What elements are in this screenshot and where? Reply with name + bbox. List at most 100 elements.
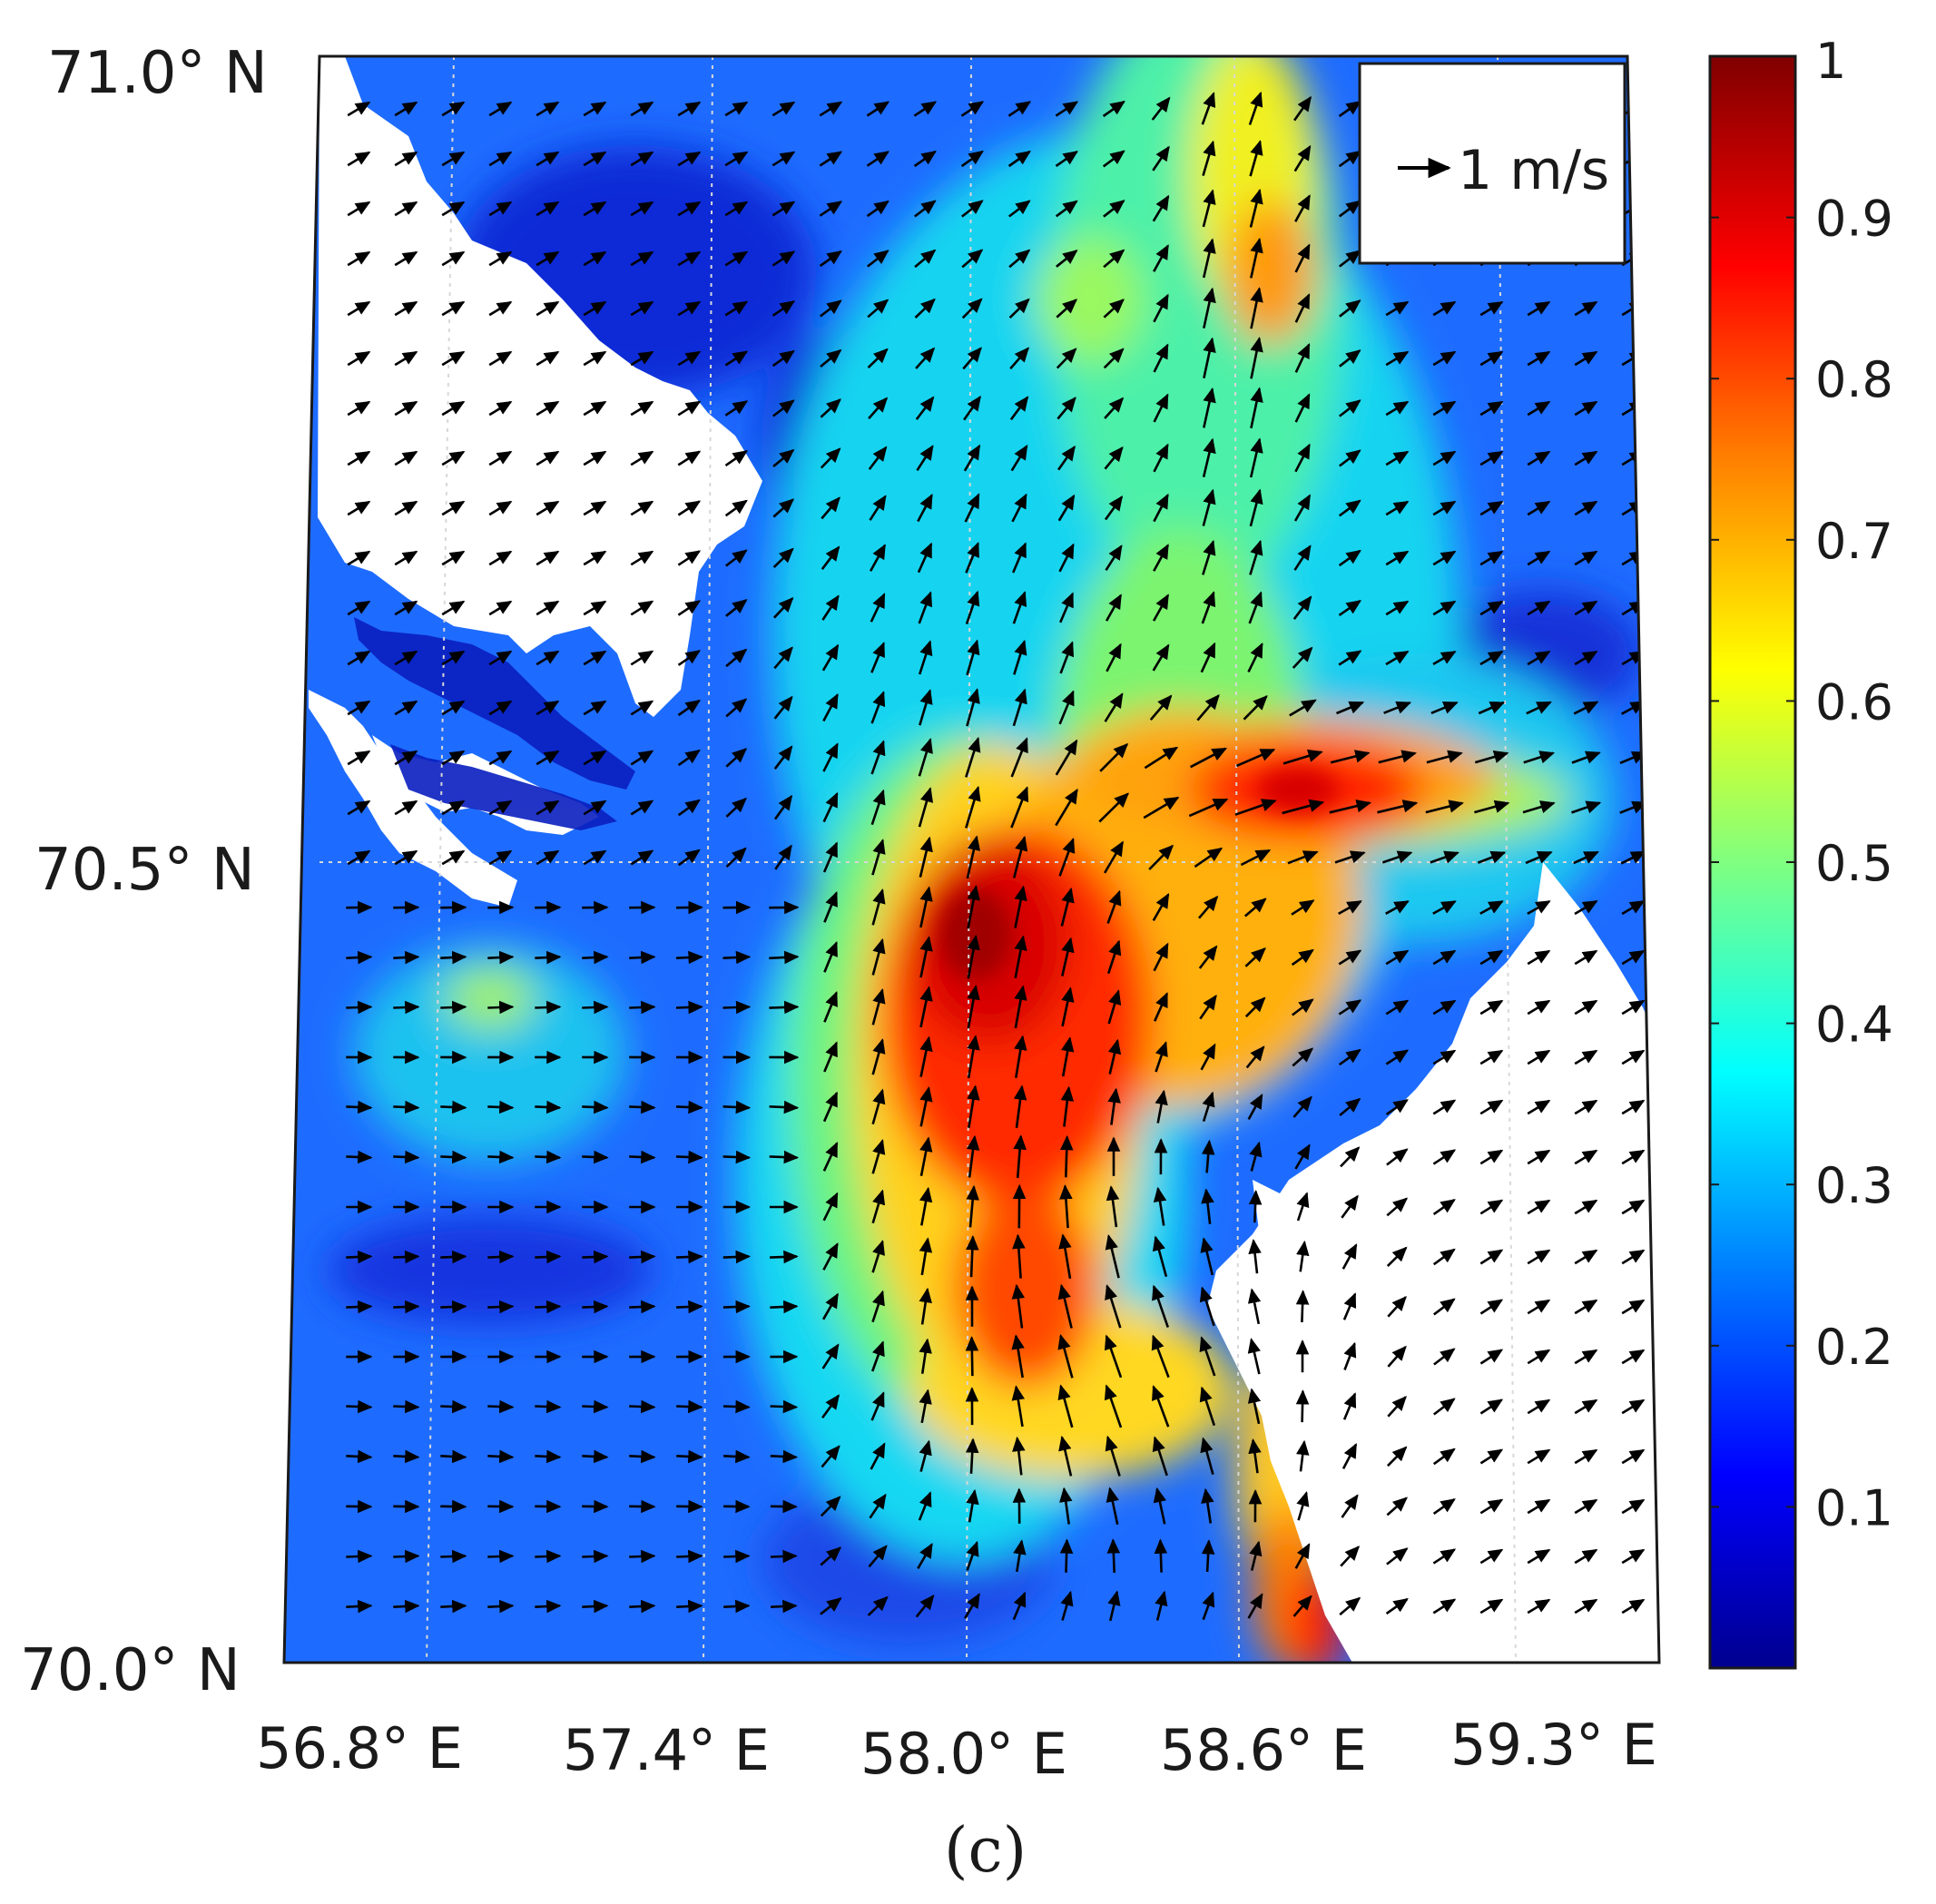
velocity-arrow bbox=[677, 350, 702, 367]
velocity-arrow bbox=[915, 347, 936, 369]
velocity-arrow bbox=[1057, 445, 1076, 471]
velocity-arrow bbox=[536, 800, 560, 816]
velocity-arrow bbox=[1249, 437, 1263, 478]
velocity-arrow bbox=[1199, 994, 1217, 1020]
velocity-arrow bbox=[536, 600, 560, 616]
velocity-arrow bbox=[1381, 850, 1413, 864]
velocity-arrow bbox=[770, 1300, 799, 1314]
velocity-arrow bbox=[1479, 500, 1504, 516]
velocity-arrow bbox=[1014, 985, 1027, 1029]
velocity-arrow bbox=[630, 101, 654, 117]
velocity-arrow bbox=[630, 500, 654, 516]
velocity-arrow bbox=[871, 1038, 886, 1075]
velocity-arrow bbox=[629, 1000, 656, 1015]
velocity-arrow bbox=[441, 750, 466, 766]
velocity-arrow bbox=[919, 886, 933, 928]
velocity-arrow bbox=[916, 445, 934, 472]
velocity-arrow bbox=[582, 1549, 609, 1564]
velocity-arrow bbox=[1387, 1295, 1407, 1318]
velocity-arrow bbox=[1571, 800, 1602, 814]
velocity-arrow bbox=[1385, 650, 1410, 666]
velocity-arrow bbox=[582, 1300, 609, 1314]
velocity-arrow bbox=[870, 593, 886, 623]
velocity-arrow bbox=[677, 849, 701, 867]
velocity-arrow bbox=[1240, 849, 1272, 867]
velocity-arrow bbox=[1294, 1143, 1311, 1170]
velocity-arrow bbox=[724, 450, 749, 466]
velocity-arrow bbox=[1432, 1248, 1456, 1266]
velocity-arrow bbox=[1105, 545, 1123, 572]
velocity-arrow bbox=[1574, 400, 1598, 417]
velocity-arrow bbox=[1059, 1183, 1073, 1229]
velocity-arrow bbox=[346, 1399, 373, 1414]
velocity-arrow bbox=[582, 1599, 609, 1614]
velocity-arrow bbox=[1247, 642, 1263, 672]
velocity-arrow bbox=[1012, 1436, 1026, 1476]
velocity-arrow bbox=[583, 101, 607, 117]
velocity-arrow bbox=[1189, 747, 1228, 769]
velocity-arrow bbox=[630, 600, 654, 616]
velocity-arrow bbox=[1153, 443, 1169, 473]
velocity-arrow bbox=[1201, 1139, 1215, 1173]
velocity-arrow bbox=[583, 849, 607, 866]
velocity-arrow bbox=[347, 250, 371, 267]
velocity-arrow bbox=[866, 101, 890, 117]
velocity-arrow bbox=[394, 600, 418, 616]
velocity-arrow bbox=[630, 300, 654, 317]
velocity-arrow bbox=[677, 799, 701, 817]
velocity-arrow bbox=[1574, 350, 1598, 367]
velocity-arrow bbox=[582, 1000, 609, 1015]
velocity-arrow bbox=[967, 885, 980, 929]
velocity-arrow bbox=[1153, 343, 1169, 373]
velocity-arrow bbox=[965, 1438, 979, 1474]
velocity-arrow bbox=[1621, 1349, 1646, 1365]
velocity-arrow bbox=[394, 101, 418, 117]
velocity-arrow bbox=[1056, 397, 1076, 420]
velocity-arrow bbox=[769, 1000, 800, 1015]
velocity-arrow bbox=[1479, 450, 1504, 466]
velocity-arrow bbox=[1007, 150, 1031, 168]
velocity-arrow bbox=[1621, 949, 1646, 966]
velocity-arrow bbox=[919, 1237, 933, 1276]
velocity-arrow bbox=[1330, 750, 1371, 764]
velocity-arrow bbox=[1153, 1186, 1167, 1226]
velocity-arrow bbox=[960, 150, 984, 168]
velocity-arrow bbox=[1243, 695, 1268, 721]
velocity-arrow bbox=[869, 544, 887, 572]
velocity-arrow bbox=[1105, 1435, 1121, 1477]
velocity-arrow bbox=[1282, 799, 1325, 815]
velocity-arrow bbox=[1527, 450, 1551, 466]
velocity-arrow bbox=[675, 1100, 703, 1114]
velocity-arrow bbox=[487, 1399, 515, 1414]
velocity-arrow bbox=[770, 1549, 798, 1564]
velocity-arrow bbox=[919, 1287, 932, 1325]
velocity-arrow bbox=[1153, 244, 1169, 272]
velocity-arrow bbox=[440, 1599, 467, 1614]
velocity-arrow bbox=[1342, 1292, 1357, 1320]
velocity-arrow bbox=[582, 1399, 609, 1414]
velocity-arrow bbox=[346, 1599, 373, 1614]
velocity-arrow bbox=[820, 348, 842, 368]
velocity-arrow bbox=[583, 201, 607, 217]
velocity-arrow bbox=[1149, 694, 1173, 721]
velocity-arrow bbox=[963, 444, 981, 472]
velocity-arrow bbox=[1386, 1446, 1408, 1467]
velocity-arrow bbox=[583, 550, 607, 566]
velocity-arrow bbox=[1292, 1095, 1312, 1118]
velocity-arrow bbox=[1010, 444, 1028, 472]
velocity-arrow bbox=[1202, 238, 1216, 279]
velocity-arrow bbox=[919, 836, 933, 878]
velocity-arrow bbox=[915, 396, 935, 420]
velocity-arrow bbox=[1574, 1598, 1598, 1614]
velocity-arrow bbox=[346, 1150, 373, 1164]
velocity-arrow bbox=[441, 849, 466, 866]
velocity-arrow bbox=[870, 789, 886, 826]
colorbar-tick-label: 0.2 bbox=[1815, 1319, 1893, 1376]
velocity-arrow bbox=[820, 447, 841, 469]
velocity-arrow bbox=[1153, 544, 1169, 572]
velocity-arrow bbox=[870, 691, 886, 724]
velocity-arrow bbox=[1527, 1399, 1551, 1415]
velocity-arrow bbox=[1385, 1597, 1409, 1615]
velocity-arrow bbox=[1104, 397, 1125, 419]
velocity-arrow bbox=[1479, 1548, 1504, 1565]
